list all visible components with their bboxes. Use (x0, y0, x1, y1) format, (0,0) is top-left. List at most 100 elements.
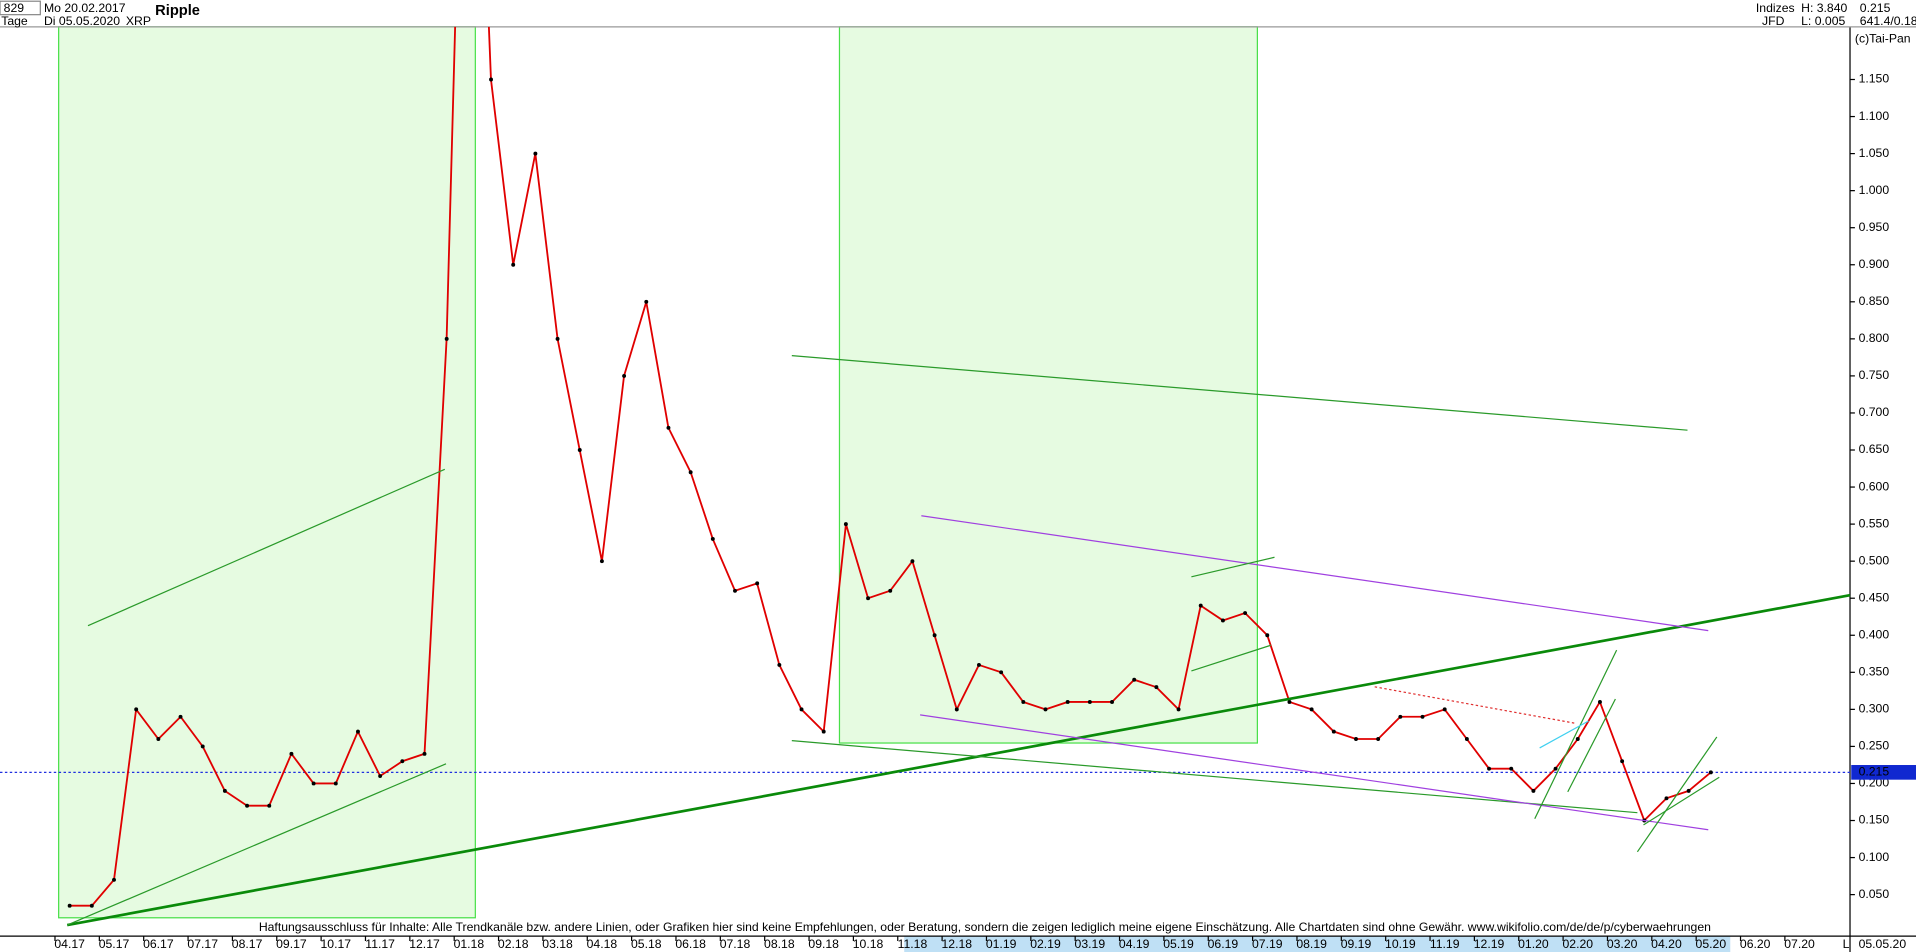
y-tick-label: 0.550 (1859, 516, 1890, 530)
x-tick-label: 12.19 (1474, 937, 1505, 951)
y-tick-label: 0.300 (1859, 702, 1890, 716)
disclaimer: Haftungsausschluss für Inhalte: Alle Tre… (259, 920, 1711, 934)
price: 0.215 (1860, 1, 1891, 15)
x-tick-label: 01.19 (986, 937, 1017, 951)
y-tick-label: 0.150 (1859, 813, 1890, 827)
trend-line (66, 593, 1851, 927)
price-point (1531, 788, 1536, 793)
price-point (1487, 766, 1492, 771)
price-point (733, 588, 737, 593)
x-tick-label: 06.18 (675, 937, 706, 951)
x-tick-label: 05.19 (1163, 937, 1194, 951)
x-tick-label: 04.18 (587, 937, 618, 951)
price-point (1198, 603, 1203, 608)
x-tick-label: 08.18 (764, 937, 795, 951)
x-tick-label: 09.18 (808, 937, 839, 951)
price-point (378, 774, 383, 779)
x-tick-label: 08.19 (1296, 937, 1327, 951)
y-tick-label: 0.350 (1859, 665, 1890, 679)
price-point (200, 744, 205, 749)
x-tick-label: 10.17 (321, 937, 352, 951)
price-point (1287, 699, 1292, 704)
y-tick-label: 0.800 (1859, 331, 1890, 345)
symbol: XRP (126, 14, 151, 28)
background: 0.0500.1000.1500.2000.2500.3000.3500.400… (0, 26, 1916, 952)
price-point (1708, 770, 1713, 775)
price-point (311, 781, 316, 786)
x-tick-label: 11.19 (1430, 937, 1460, 951)
price-point (1110, 699, 1114, 704)
y-tick-label: 1.050 (1859, 146, 1890, 160)
price-point (555, 336, 560, 341)
price-point (1243, 611, 1248, 615)
price-point (67, 903, 72, 908)
price-point (777, 662, 782, 667)
scale-mode[interactable]: L (1843, 937, 1850, 951)
price-point (1265, 633, 1270, 638)
price-point (710, 536, 715, 541)
title: Ripple (155, 3, 200, 19)
price-point (888, 588, 893, 593)
trend-line (1567, 698, 1616, 793)
x-tick-label: 10.18 (853, 937, 884, 951)
price-point (89, 903, 94, 908)
trend-line (1191, 644, 1272, 672)
x-tick-label: 05.17 (99, 937, 130, 951)
last-price-label: 0.215 (1859, 765, 1890, 779)
trend-line (791, 355, 1688, 431)
highlight-box (58, 26, 476, 919)
x-tick-label: 11.17 (365, 937, 395, 951)
highlight-box (838, 26, 1258, 744)
trend-lines (66, 355, 1851, 927)
price-point (1354, 737, 1358, 741)
price-point (821, 729, 826, 734)
low: L: 0.005 (1801, 14, 1845, 28)
price-point (444, 336, 449, 341)
count: 829 (4, 1, 25, 15)
price-point (932, 633, 937, 638)
y-tick-label: 0.400 (1859, 627, 1890, 641)
price-point (400, 759, 405, 764)
copyright: (c)Tai-Pan (1855, 31, 1911, 45)
price-point (1065, 699, 1070, 704)
trend-line (1191, 556, 1275, 578)
x-tick-label: 01.20 (1518, 937, 1549, 951)
price-point (134, 707, 139, 712)
y-tick-label: 0.450 (1859, 590, 1890, 604)
x-tick-label: 05.18 (631, 937, 662, 951)
y-tick-label: 0.650 (1859, 442, 1890, 456)
plot-area (67, 26, 1713, 908)
x-tick-label: 04.17 (54, 937, 85, 951)
y-tick-label: 0.850 (1859, 294, 1890, 308)
x-tick-label: 03.19 (1075, 937, 1106, 951)
price-point (1176, 707, 1181, 712)
price-point (178, 714, 183, 719)
price-point (1620, 759, 1625, 764)
price-point (622, 373, 627, 378)
price-point (599, 559, 604, 564)
price-point (222, 788, 227, 793)
price-point (910, 559, 915, 564)
x-tick-label: 07.17 (187, 937, 218, 951)
y-tick-label: 1.150 (1859, 72, 1890, 86)
x-tick-label: 02.20 (1562, 937, 1593, 951)
price-point (999, 670, 1004, 675)
x-tick-label: 07.20 (1784, 937, 1815, 951)
y-tick-label: 0.950 (1859, 220, 1890, 234)
price-point (755, 581, 760, 586)
y-tick-label: 0.700 (1859, 405, 1890, 419)
price-point (267, 803, 272, 808)
period[interactable]: Tage (1, 14, 28, 28)
price-point (977, 662, 981, 667)
source: JFD (1762, 14, 1785, 28)
y-tick-label: 0.050 (1859, 887, 1890, 901)
price-point (356, 729, 360, 734)
price-point (1686, 788, 1691, 793)
price-point (666, 425, 671, 430)
price-point (245, 803, 250, 808)
x-tick-label: 06.17 (143, 937, 174, 951)
price-point (112, 877, 116, 882)
ratio: 641.4/0.18 (1860, 14, 1916, 28)
